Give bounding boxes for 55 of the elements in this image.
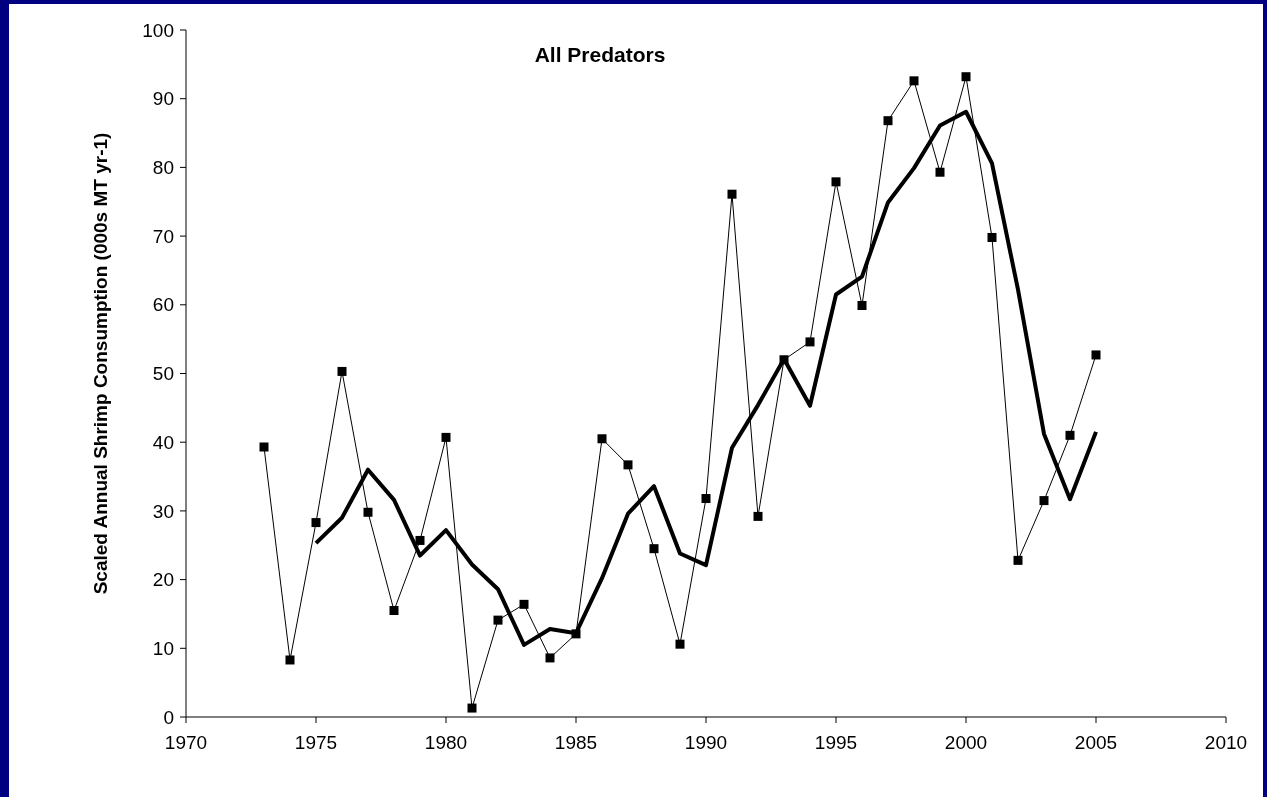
x-tick-label: 2010 xyxy=(1204,732,1248,753)
point xyxy=(259,442,269,452)
x-tick-label: 2000 xyxy=(944,732,988,753)
y-tick-label: 40 xyxy=(152,431,174,453)
point xyxy=(753,511,763,521)
point xyxy=(467,703,477,713)
point xyxy=(831,177,841,187)
x-tick-label: 1975 xyxy=(294,732,338,753)
y-tick-label: 50 xyxy=(152,363,174,385)
point xyxy=(441,432,451,442)
point xyxy=(545,653,555,663)
point xyxy=(571,629,581,639)
point xyxy=(805,337,815,347)
point xyxy=(935,167,945,177)
y-tick-label: 30 xyxy=(152,500,174,522)
point xyxy=(675,639,685,649)
y-tick-label: 80 xyxy=(152,157,174,179)
y-tick-label: 20 xyxy=(152,569,174,591)
x-tick-label: 1995 xyxy=(814,732,858,753)
point xyxy=(909,76,919,86)
y-axis-title: Scaled Annual Shrimp Consumption (000s MT yr-1) xyxy=(90,132,111,595)
x-tick-label: 1970 xyxy=(164,732,208,753)
point xyxy=(623,460,633,470)
x-tick-label: 2005 xyxy=(1074,732,1118,753)
x-tick-label: 1980 xyxy=(424,732,468,753)
point xyxy=(961,72,971,82)
point xyxy=(857,300,867,310)
x-tick-label: 1985 xyxy=(554,732,598,753)
point xyxy=(311,518,321,528)
x-tick-label: 1990 xyxy=(684,732,728,753)
y-tick-label: 70 xyxy=(152,225,174,247)
point xyxy=(415,535,425,545)
point xyxy=(1065,430,1075,440)
point xyxy=(649,544,659,554)
y-tick-label: 60 xyxy=(152,294,174,316)
point xyxy=(701,494,711,504)
point xyxy=(493,615,503,625)
point xyxy=(987,232,997,242)
y-tick-label: 0 xyxy=(163,706,174,728)
y-tick-label: 10 xyxy=(152,637,174,659)
point xyxy=(727,189,737,199)
y-tick-label: 100 xyxy=(142,19,174,41)
text: All Predators xyxy=(534,43,666,66)
point xyxy=(1091,350,1101,360)
y-tick-label: 90 xyxy=(152,88,174,110)
point xyxy=(779,355,789,365)
point xyxy=(597,434,607,444)
point xyxy=(389,606,399,616)
point xyxy=(363,507,373,517)
point xyxy=(519,599,529,609)
point xyxy=(1039,496,1049,506)
point xyxy=(337,366,347,376)
point xyxy=(1013,555,1023,565)
point xyxy=(883,116,893,126)
point xyxy=(285,655,295,665)
